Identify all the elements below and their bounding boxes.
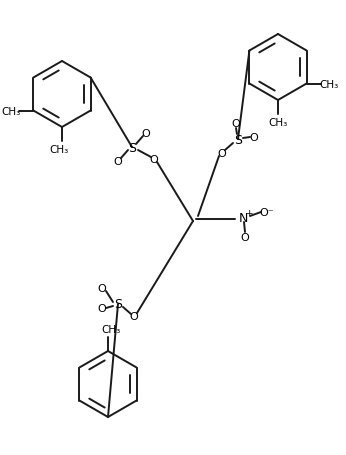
Text: +: + (245, 208, 253, 217)
Text: O: O (113, 157, 122, 167)
Text: CH₃: CH₃ (268, 118, 288, 128)
Text: CH₃: CH₃ (49, 145, 69, 155)
Text: O⁻: O⁻ (260, 207, 274, 217)
Text: S: S (114, 298, 122, 311)
Text: O: O (130, 311, 138, 321)
Text: O: O (231, 119, 240, 129)
Text: S: S (234, 133, 242, 146)
Text: CH₃: CH₃ (319, 79, 338, 89)
Text: CH₃: CH₃ (2, 106, 21, 116)
Text: O: O (98, 303, 106, 313)
Text: O: O (218, 149, 226, 159)
Text: O: O (142, 129, 151, 139)
Text: O: O (149, 155, 158, 165)
Text: S: S (128, 141, 136, 154)
Text: O: O (249, 133, 258, 143)
Text: O: O (240, 233, 249, 243)
Text: N: N (238, 211, 248, 224)
Text: O: O (98, 283, 106, 293)
Text: CH₃: CH₃ (101, 324, 121, 334)
